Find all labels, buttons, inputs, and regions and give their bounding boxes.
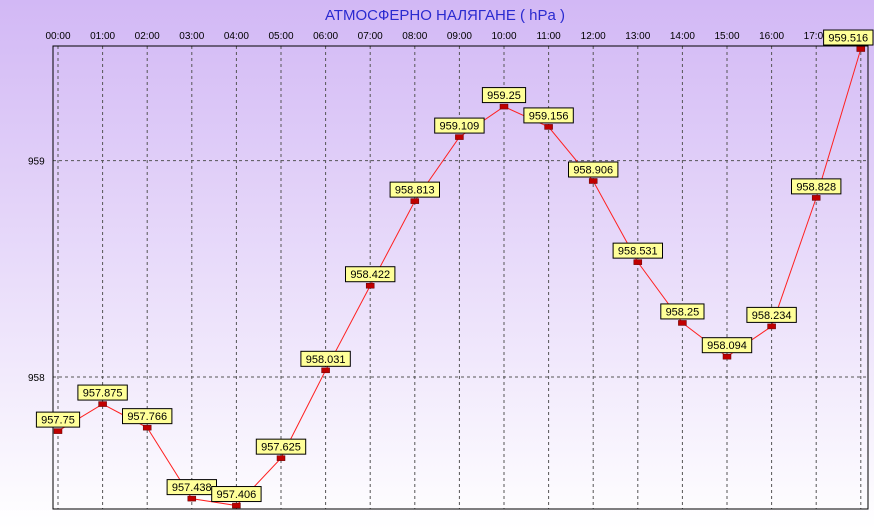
data-point — [365, 282, 375, 289]
data-label: 957.766 — [127, 411, 167, 423]
data-label: 959.156 — [529, 110, 569, 122]
data-label-box — [660, 303, 705, 320]
data-label-box — [568, 161, 619, 178]
data-point — [455, 134, 464, 140]
data-label: 958.422 — [350, 269, 390, 281]
x-tick-label: 01:00 — [90, 31, 115, 42]
data-label: 957.875 — [83, 388, 123, 400]
data-point — [321, 367, 330, 374]
data-label-box — [389, 181, 441, 198]
x-tick-label: 12:00 — [581, 31, 606, 42]
data-label: 959.516 — [828, 33, 868, 45]
data-point — [187, 495, 197, 502]
x-tick-label: 15:00 — [714, 31, 739, 42]
data-point — [767, 323, 776, 330]
data-label-box — [791, 178, 842, 195]
data-label-box — [122, 408, 173, 425]
data-point — [722, 353, 732, 360]
data-point — [232, 502, 241, 509]
data-point — [544, 124, 553, 130]
grid-layer — [53, 46, 868, 509]
data-label-box — [523, 107, 574, 124]
data-point — [499, 103, 509, 110]
data-label: 957.75 — [41, 415, 75, 427]
data-label: 958.031 — [306, 354, 346, 366]
data-point — [142, 424, 152, 431]
x-tick-label: 13:00 — [625, 31, 650, 42]
data-point — [588, 178, 598, 184]
x-tick-label: 10:00 — [491, 31, 516, 42]
series-line-layer — [53, 46, 866, 509]
x-tick-label: 04:00 — [224, 31, 249, 42]
x-tick-label: 17:00 — [804, 31, 829, 42]
data-label: 958.094 — [707, 340, 747, 352]
data-point — [410, 198, 420, 204]
data-label: 958.828 — [796, 181, 836, 193]
plot-frame — [52, 45, 869, 510]
data-label-box — [701, 337, 753, 354]
x-tick-label: 05:00 — [268, 31, 293, 42]
data-label: 957.625 — [261, 442, 301, 454]
x-tick-label: 02:00 — [135, 31, 160, 42]
data-label-box — [77, 384, 128, 401]
data-label-box — [255, 438, 307, 455]
x-tick-label: 07:00 — [358, 31, 383, 42]
data-point — [53, 428, 63, 434]
data-label: 957.438 — [172, 482, 212, 494]
y-tick-label: 958 — [28, 373, 45, 384]
data-label-layer: 957.75 957.875 957.766 957.438 957.406 957.62… — [35, 29, 874, 503]
data-label: 958.906 — [573, 165, 613, 177]
data-label-box — [211, 486, 262, 503]
data-label-box — [481, 87, 527, 104]
data-label-box — [823, 29, 874, 46]
data-point — [98, 401, 107, 407]
data-point — [276, 455, 286, 461]
x-tick-label: 00:00 — [45, 31, 70, 42]
data-label-box — [300, 350, 351, 367]
data-label-box — [35, 411, 81, 428]
x-tick-label: 14:00 — [670, 31, 695, 42]
data-label: 958.531 — [618, 246, 658, 258]
x-tick-label: 11:00 — [536, 31, 561, 42]
x-tick-label: 03:00 — [179, 31, 204, 42]
x-tick-label: 08:00 — [402, 31, 427, 42]
data-label: 959.109 — [440, 121, 480, 133]
data-label-box — [434, 117, 485, 134]
y-tick-label: 959 — [28, 157, 45, 168]
data-label: 959.25 — [487, 90, 521, 102]
x-tick-label: 16:00 — [759, 31, 784, 42]
data-point — [633, 259, 643, 265]
data-label: 958.813 — [395, 185, 435, 197]
x-tick-label: 06:00 — [313, 31, 338, 42]
data-label: 958.25 — [666, 306, 700, 318]
data-point — [678, 320, 687, 326]
data-label-box — [345, 266, 396, 283]
chart-title: АТМОСФЕРНО НАЛЯГАНЕ ( hPa ) — [325, 7, 565, 24]
x-tick-label: 09:00 — [447, 31, 472, 42]
data-label: 957.406 — [217, 489, 257, 501]
data-point — [811, 195, 821, 201]
data-point — [856, 46, 866, 52]
data-label: 958.234 — [752, 310, 792, 322]
data-label-box — [746, 306, 797, 323]
y-tick-labels: 958 959 — [28, 157, 45, 384]
data-label-box — [612, 242, 663, 259]
